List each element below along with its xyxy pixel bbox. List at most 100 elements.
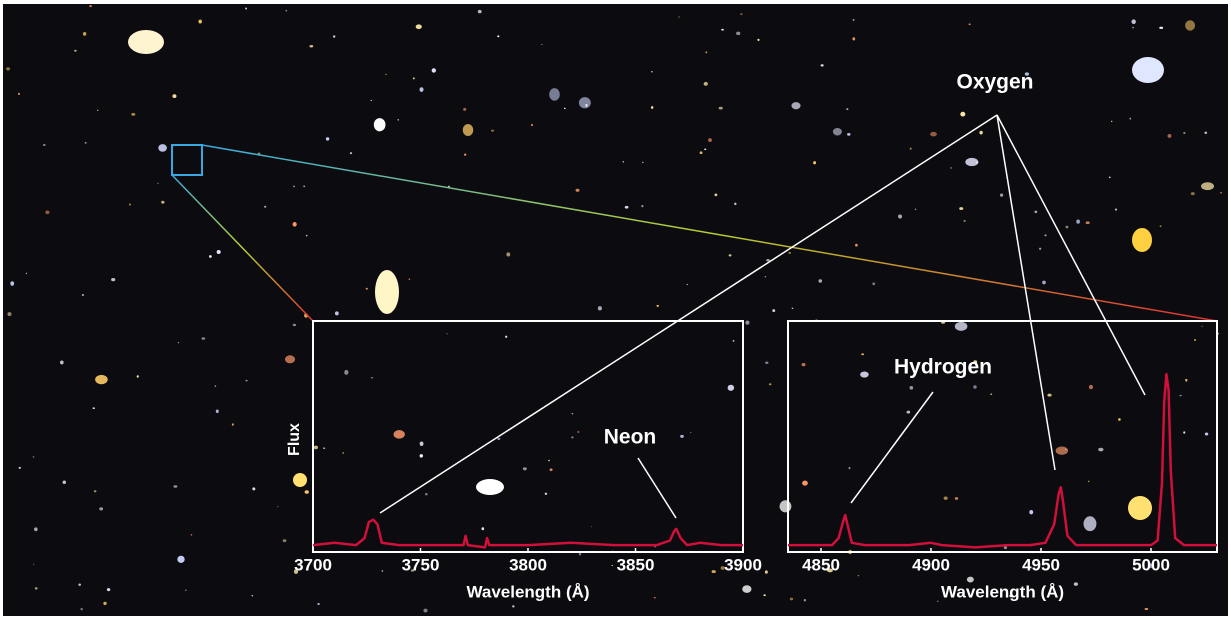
star: [97, 110, 98, 111]
galaxy: [476, 479, 504, 495]
star: [1220, 192, 1222, 194]
star: [1039, 248, 1041, 250]
star: [963, 220, 965, 222]
star: [855, 244, 858, 247]
star: [708, 138, 712, 142]
star: [1076, 220, 1080, 224]
star: [209, 255, 212, 258]
star: [251, 595, 253, 596]
star: [591, 526, 592, 527]
star: [742, 585, 751, 593]
star: [45, 210, 49, 214]
star: [326, 137, 329, 140]
star: [463, 124, 474, 136]
star: [35, 587, 38, 589]
star: [178, 342, 180, 343]
star: [909, 386, 913, 390]
star: [804, 599, 806, 601]
star: [545, 493, 548, 495]
star: [860, 372, 869, 378]
star: [973, 385, 976, 388]
star: [161, 201, 164, 204]
star: [497, 438, 500, 440]
star: [772, 309, 775, 312]
star: [734, 203, 736, 205]
star: [1132, 27, 1134, 29]
star: [959, 207, 963, 210]
star: [1168, 134, 1172, 138]
star: [33, 564, 34, 565]
star: [858, 575, 860, 576]
galaxy: [1132, 57, 1164, 83]
star: [1047, 394, 1051, 397]
star: [790, 598, 793, 601]
star: [371, 377, 373, 379]
star: [185, 590, 187, 591]
star: [623, 161, 625, 163]
star: [728, 385, 735, 391]
star: [656, 305, 658, 307]
star: [576, 189, 580, 192]
star: [1183, 431, 1185, 433]
star: [103, 602, 106, 605]
star: [907, 411, 911, 414]
star: [846, 108, 848, 110]
star: [1098, 448, 1103, 452]
star: [852, 37, 855, 40]
star: [651, 106, 653, 109]
star: [1179, 395, 1181, 397]
star: [579, 97, 591, 108]
star: [712, 570, 716, 573]
star: [1118, 418, 1121, 421]
star: [792, 308, 794, 309]
star: [714, 194, 717, 197]
x-axis-label: Wavelength (Å): [941, 582, 1064, 601]
star: [78, 584, 81, 586]
star: [335, 311, 339, 315]
star: [1194, 339, 1196, 341]
star: [579, 553, 581, 556]
star: [107, 588, 110, 591]
star: [550, 468, 553, 471]
star: [564, 108, 566, 110]
star: [802, 480, 808, 485]
star: [81, 608, 83, 611]
star: [549, 88, 560, 101]
star: [173, 485, 177, 487]
star: [523, 467, 527, 470]
star: [314, 446, 318, 450]
star: [512, 605, 514, 607]
star: [89, 5, 92, 7]
star: [26, 273, 27, 274]
x-tick-label: 3700: [294, 555, 332, 574]
star: [847, 133, 850, 136]
star: [1204, 132, 1207, 134]
star: [740, 13, 742, 15]
star: [690, 432, 691, 433]
star: [158, 144, 167, 152]
star: [432, 68, 436, 72]
annotation: Hydrogen: [894, 356, 992, 379]
star: [7, 312, 11, 316]
sky-background: [3, 4, 1228, 616]
star: [420, 454, 423, 457]
star: [394, 430, 405, 439]
star: [733, 340, 735, 342]
star: [765, 276, 767, 277]
star: [745, 321, 749, 325]
star: [245, 7, 247, 9]
star: [944, 496, 948, 499]
star: [371, 100, 372, 101]
star: [765, 570, 768, 573]
star: [413, 77, 415, 79]
star: [1191, 192, 1195, 195]
star: [420, 87, 424, 92]
star: [541, 44, 542, 45]
star: [769, 383, 772, 385]
star: [201, 337, 205, 339]
star: [577, 431, 579, 433]
star: [1000, 194, 1003, 197]
star: [853, 19, 855, 21]
star: [788, 252, 791, 254]
x-tick-label: 4950: [1022, 555, 1060, 574]
